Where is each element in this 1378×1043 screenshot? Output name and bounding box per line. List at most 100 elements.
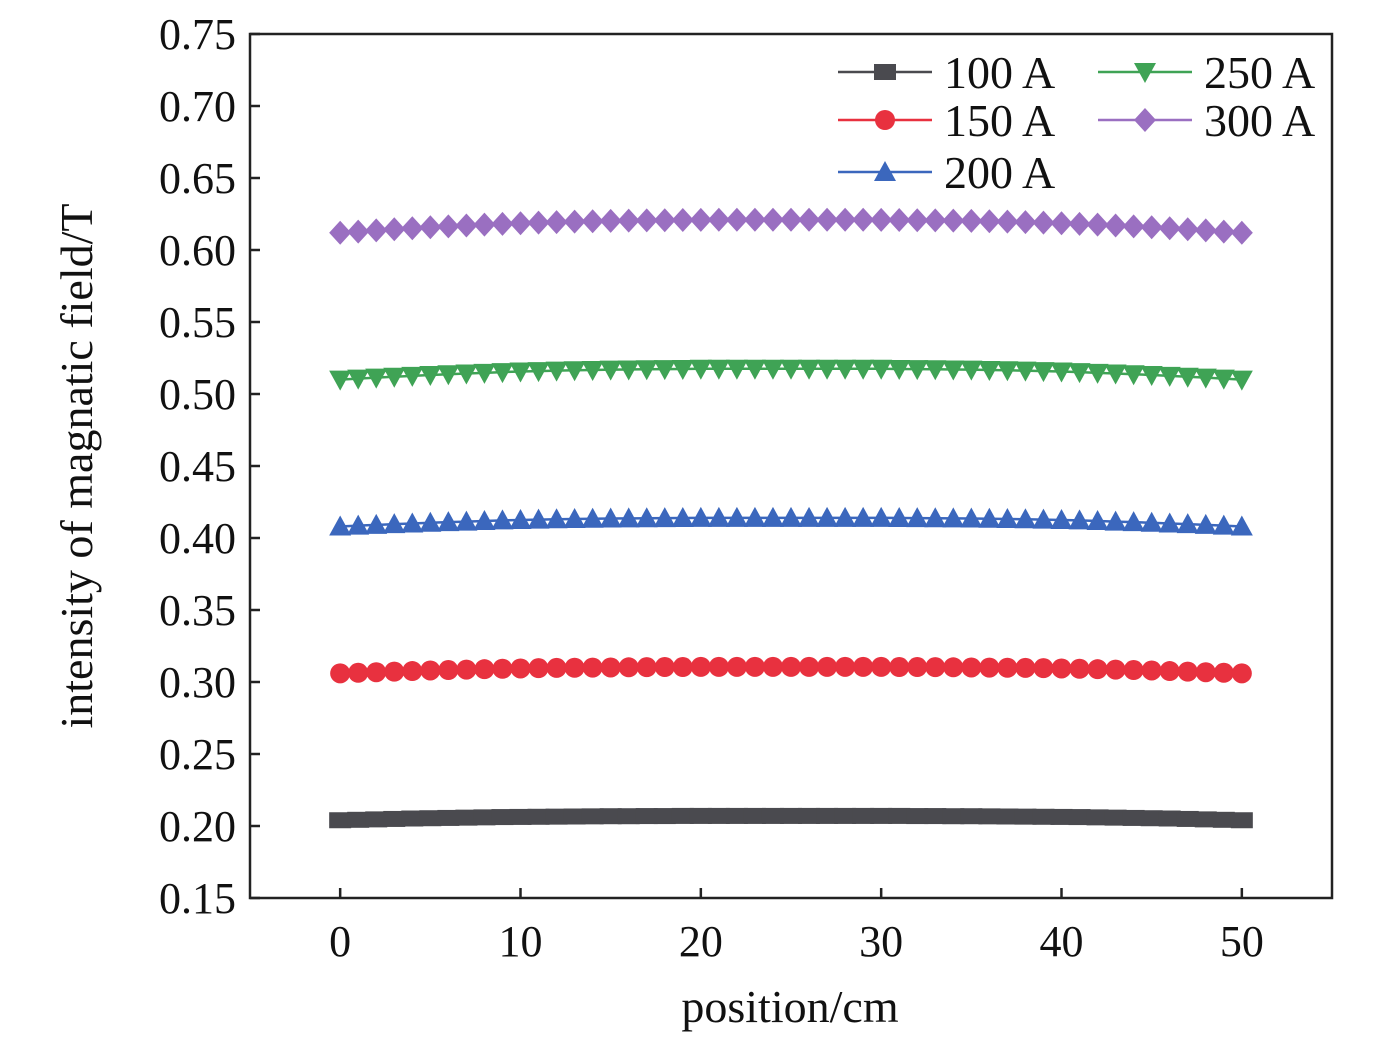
- data-point: [780, 359, 802, 380]
- data-point: [653, 507, 676, 528]
- data-point: [455, 213, 478, 238]
- data-point: [509, 211, 532, 236]
- data-point: [1122, 214, 1145, 239]
- data-point: [799, 656, 820, 677]
- data-point: [1194, 811, 1217, 828]
- data-point: [347, 811, 370, 828]
- data-point: [671, 807, 694, 824]
- plot-frame: [248, 32, 1334, 900]
- legend-label: 300 A: [1204, 95, 1315, 146]
- data-point: [545, 210, 568, 235]
- data-point: [419, 511, 442, 532]
- data-point: [996, 507, 1019, 528]
- data-point: [743, 506, 766, 527]
- data-point: [781, 656, 801, 677]
- data-point: [1230, 370, 1253, 391]
- data-point: [438, 660, 459, 681]
- data-point: [671, 208, 694, 233]
- y-tick-label: 0.50: [159, 370, 236, 419]
- legend-item: 200 A: [838, 147, 1055, 198]
- data-point: [1140, 511, 1163, 532]
- data-point: [617, 808, 640, 825]
- data-point: [563, 209, 586, 234]
- data-point: [671, 359, 694, 380]
- data-point: [564, 657, 585, 678]
- data-point: [563, 361, 586, 382]
- data-point: [347, 514, 370, 535]
- data-point: [689, 359, 712, 380]
- data-point: [798, 506, 821, 527]
- data-point: [888, 807, 911, 824]
- legend-marker: [875, 110, 895, 130]
- data-point: [978, 209, 1001, 234]
- data-point: [600, 657, 621, 678]
- data-point: [1176, 367, 1199, 388]
- data-point: [1177, 661, 1198, 682]
- data-point: [942, 360, 965, 381]
- data-point: [1230, 812, 1253, 829]
- data-point: [1158, 810, 1181, 827]
- data-point: [509, 362, 532, 383]
- y-tick-label: 0.25: [159, 730, 236, 779]
- data-point: [743, 807, 766, 824]
- data-point: [329, 812, 352, 829]
- data-point: [581, 507, 604, 528]
- data-point: [907, 657, 928, 678]
- data-point: [491, 509, 514, 530]
- data-point: [671, 506, 694, 527]
- data-point: [437, 365, 460, 386]
- data-point: [510, 658, 531, 679]
- data-point: [581, 209, 604, 234]
- data-point: [401, 512, 424, 533]
- data-point: [1176, 217, 1199, 242]
- data-point: [834, 359, 857, 380]
- data-point: [1140, 810, 1163, 827]
- data-point: [798, 359, 821, 380]
- legend-label: 200 A: [944, 147, 1055, 198]
- x-tick-label: 0: [329, 917, 351, 966]
- data-point: [1158, 512, 1181, 533]
- y-tick-label: 0.15: [159, 874, 236, 923]
- data-point: [491, 363, 514, 384]
- data-point: [780, 506, 802, 527]
- data-point: [491, 809, 514, 826]
- data-point: [978, 808, 1001, 825]
- data-point: [1230, 220, 1253, 245]
- data-point: [617, 507, 640, 528]
- data-point: [347, 369, 370, 390]
- data-point: [437, 214, 460, 239]
- data-point: [528, 658, 549, 679]
- data-point: [960, 507, 983, 528]
- data-point: [473, 212, 496, 237]
- data-point: [1158, 216, 1181, 241]
- y-tick-label: 0.70: [159, 82, 236, 131]
- data-point: [384, 661, 405, 682]
- data-point: [871, 656, 892, 677]
- data-point: [635, 360, 658, 381]
- data-point: [761, 506, 784, 527]
- data-point: [816, 506, 839, 527]
- data-point: [329, 515, 352, 536]
- data-point: [1086, 510, 1109, 531]
- data-point: [960, 360, 983, 381]
- data-point: [888, 506, 911, 527]
- data-point: [761, 807, 784, 824]
- data-point: [906, 808, 929, 825]
- data-point: [942, 808, 965, 825]
- data-point: [835, 656, 856, 677]
- data-point: [1194, 218, 1217, 243]
- data-point: [419, 810, 442, 827]
- data-point: [1158, 366, 1181, 387]
- data-point: [1122, 511, 1145, 532]
- data-point: [906, 360, 929, 381]
- data-point: [599, 208, 622, 233]
- data-point: [581, 360, 604, 381]
- data-point: [1212, 811, 1235, 828]
- data-point: [707, 506, 730, 527]
- data-point: [509, 808, 532, 825]
- legend-marker: [874, 161, 896, 181]
- y-tick-label: 0.75: [159, 10, 236, 59]
- legend-item: 150 A: [838, 95, 1055, 146]
- data-point: [1213, 662, 1234, 683]
- data-point: [1014, 808, 1037, 825]
